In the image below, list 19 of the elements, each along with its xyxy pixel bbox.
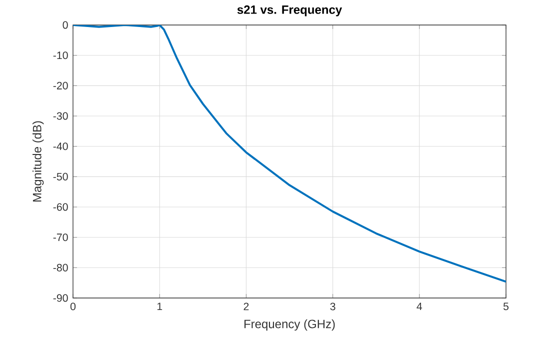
chart-title: s21 vs. Frequency xyxy=(237,5,342,16)
y-tick-label: -70 xyxy=(53,234,68,242)
y-tick-label: -30 xyxy=(53,112,68,120)
y-tick-label: 0 xyxy=(62,21,68,29)
y-tick-label: -20 xyxy=(53,82,68,90)
x-tick-label: 1 xyxy=(157,302,162,310)
x-tick-label: 5 xyxy=(503,302,509,310)
y-tick-label: -40 xyxy=(53,142,68,150)
x-tick-label: 2 xyxy=(244,302,249,310)
y-tick-label: -90 xyxy=(53,294,68,302)
x-tick-label: 4 xyxy=(416,302,422,310)
x-tick-label: 0 xyxy=(70,302,76,310)
x-tick-label: 3 xyxy=(330,302,336,310)
x-axis-title: Frequency (GHz) xyxy=(244,319,335,331)
y-tick-label: -80 xyxy=(53,264,68,272)
y-tick-label: -50 xyxy=(53,172,68,180)
y-tick-label: -10 xyxy=(53,52,68,60)
y-axis-title: Magnitude (dB) xyxy=(32,121,44,202)
y-tick-label: -60 xyxy=(53,203,68,211)
